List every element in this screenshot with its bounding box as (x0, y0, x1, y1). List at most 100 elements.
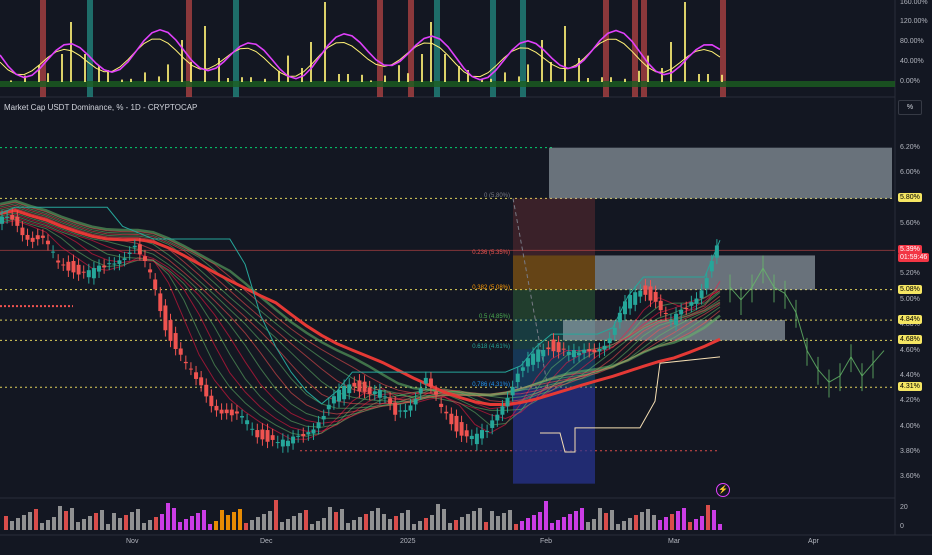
volume-bar (388, 519, 392, 530)
volume-bar (178, 522, 182, 530)
candle-body (326, 404, 331, 410)
candle-body (35, 235, 40, 240)
fib-level-label: 0 (5.80%) (483, 193, 510, 200)
candle-body (439, 403, 444, 407)
candle-body (372, 391, 377, 395)
oscillator-histogram-bar (444, 54, 446, 82)
oscillator-histogram-bar (310, 42, 312, 82)
candle-body (291, 436, 296, 444)
oscillator-zero-band (0, 81, 895, 87)
oscillator-histogram-bar (70, 22, 72, 82)
volume-bar (52, 517, 56, 530)
oscillator-histogram-bar (227, 78, 229, 82)
volume-bar (586, 522, 590, 530)
candle-body (311, 429, 316, 434)
candle-body (173, 333, 178, 350)
volume-bar (400, 513, 404, 530)
candle-body (587, 349, 592, 352)
candle-body (469, 435, 474, 440)
volume-bar (340, 509, 344, 530)
candle-body (255, 430, 260, 438)
oscillator-histogram-bar (158, 76, 160, 82)
fib-trend-line (512, 198, 549, 389)
volume-bar (478, 508, 482, 530)
time-axis-label: 2025 (400, 538, 416, 545)
projection-line (839, 356, 852, 377)
oscillator-histogram-bar (647, 55, 649, 82)
volume-bar (40, 523, 44, 530)
oscillator-histogram-bar (107, 70, 109, 82)
volume-bar (664, 517, 668, 530)
oscillator-histogram-bar (518, 76, 520, 82)
oscillator-histogram-bar (721, 74, 723, 82)
oscillator-axis-label: 120.00% (900, 18, 928, 25)
candle-body (0, 216, 4, 224)
candle-body (142, 256, 147, 261)
projection-line (828, 375, 841, 383)
volume-bar (442, 509, 446, 530)
oscillator-histogram-bar (361, 74, 363, 82)
candle-body (571, 350, 576, 358)
oscillator-histogram-bar (707, 74, 709, 82)
candle-body (582, 349, 587, 353)
resistance-box (549, 147, 892, 199)
candle-body (377, 390, 382, 398)
candle-body (556, 342, 561, 353)
support-line (540, 356, 721, 453)
oscillator-histogram-bar (698, 74, 700, 82)
candle-body (444, 411, 449, 414)
price-axis-label: 4.20% (900, 397, 920, 405)
oscillator-histogram-bar (167, 64, 169, 82)
oscillator-signal-bar (720, 0, 726, 97)
time-axis-label: Nov (126, 538, 139, 545)
candle-body (541, 349, 546, 357)
volume-bar (502, 513, 506, 530)
volume-bar (280, 522, 284, 530)
candle-body (500, 406, 505, 415)
lightning-icon[interactable]: ⚡ (716, 483, 730, 497)
volume-bar (160, 514, 164, 530)
volume-bar (580, 508, 584, 530)
fib-level-label: 0.786 (4.31%) (472, 382, 510, 389)
fib-level-label: 0.618 (4.61%) (472, 344, 510, 351)
percent-scale-button[interactable]: % (898, 100, 922, 115)
oscillator-histogram-bar (61, 54, 63, 82)
volume-bar (712, 510, 716, 530)
candle-body (612, 327, 617, 335)
trailing-stop-line (0, 206, 721, 405)
candle-body (602, 345, 607, 350)
projection-line (751, 267, 764, 288)
volume-bar (472, 511, 476, 530)
oscillator-histogram-bar (241, 77, 243, 82)
volume-bar (694, 519, 698, 530)
volume-bar (334, 512, 338, 530)
candle-body (280, 439, 285, 447)
fib-zone (513, 198, 595, 256)
ma-ribbon-line (0, 212, 721, 419)
volume-bar (370, 511, 374, 530)
oscillator-histogram-bar (121, 79, 123, 82)
projection-line (795, 312, 808, 351)
candle-body (607, 338, 612, 344)
candle-body (413, 399, 418, 405)
candle-body (229, 409, 234, 416)
resistance-box (563, 320, 785, 341)
volume-bar (652, 515, 656, 530)
candle-body (546, 347, 551, 350)
candle-body (674, 313, 679, 325)
price-tag: 4.31% (898, 382, 922, 392)
candle-body (423, 377, 428, 384)
oscillator-histogram-bar (190, 62, 192, 82)
volume-bar (256, 517, 260, 530)
oscillator-histogram-bar (541, 40, 543, 82)
candle-body (275, 442, 280, 444)
candle-body (577, 352, 582, 356)
candle-body (56, 260, 61, 263)
volume-bar (70, 508, 74, 530)
ma-ribbon-line (0, 204, 721, 400)
oscillator-histogram-bar (407, 73, 409, 82)
price-axis-label: 4.00% (900, 422, 920, 430)
volume-bar (424, 518, 428, 530)
